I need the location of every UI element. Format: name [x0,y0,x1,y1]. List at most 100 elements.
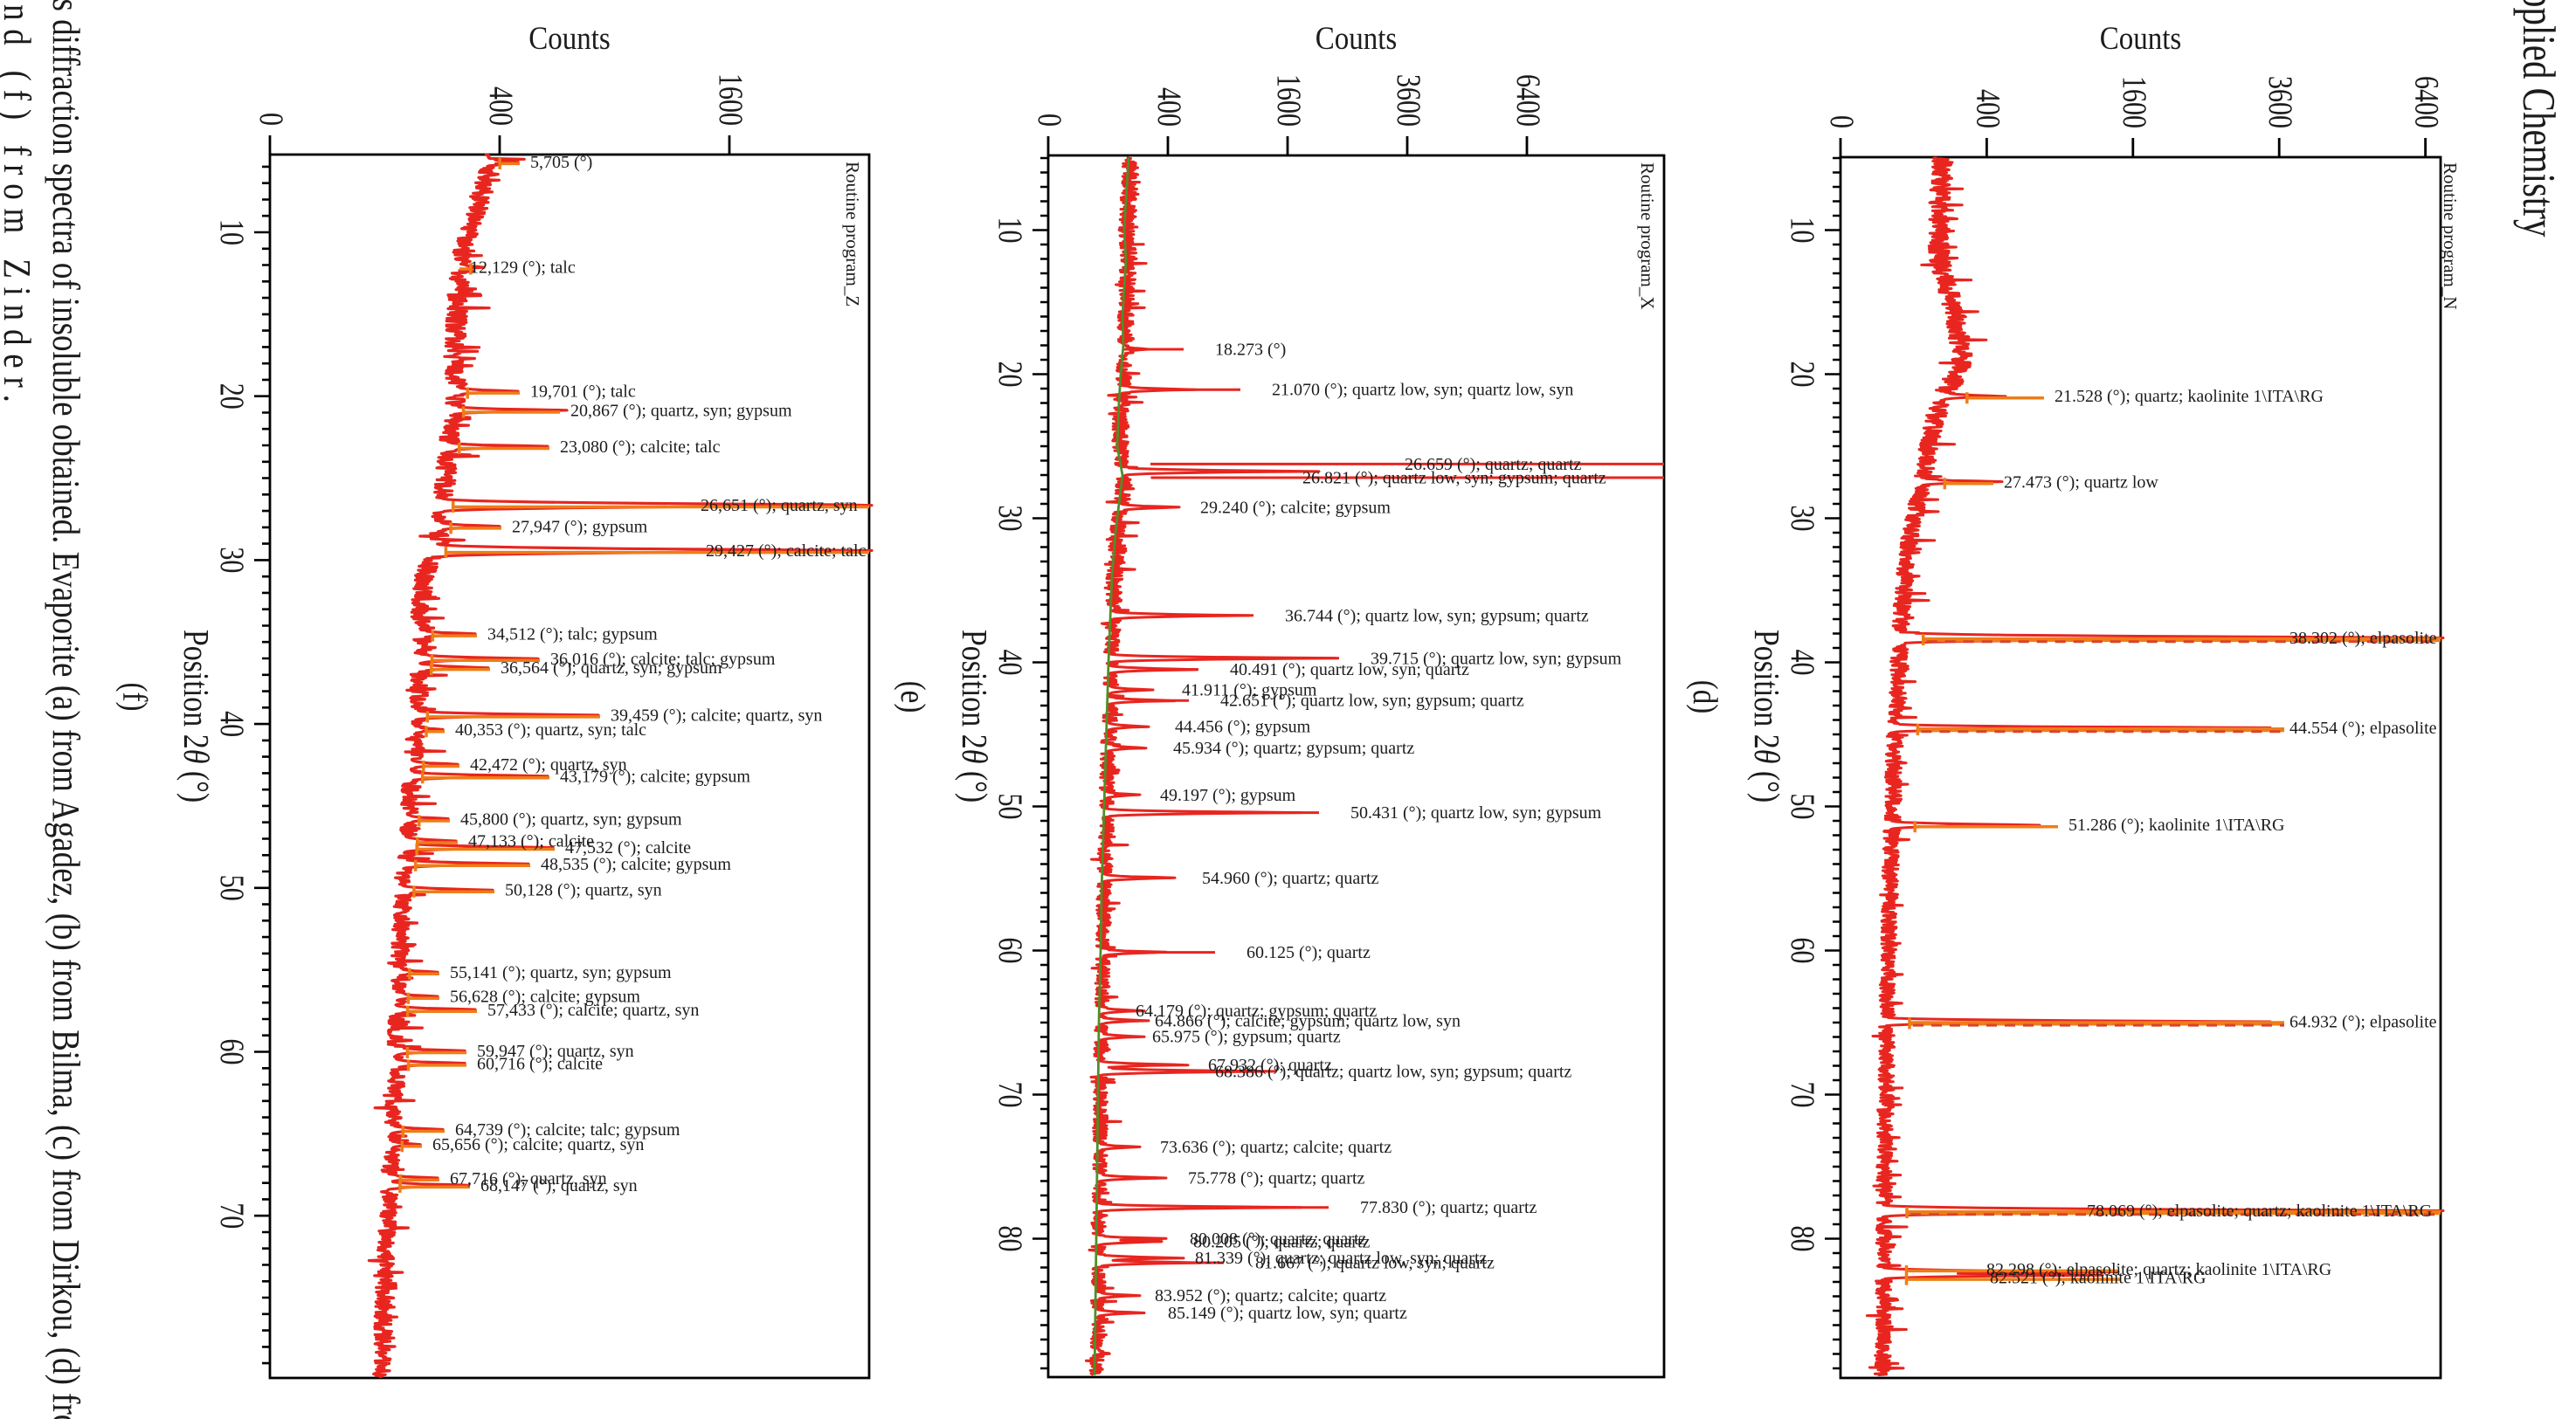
svg-text:73.636 (°); quartz; calcite; q: 73.636 (°); quartz; calcite; quartz [1160,1138,1392,1157]
svg-text:78.069 (°); elpasolite; quartz: 78.069 (°); elpasolite; quartz; kaolinit… [2087,1202,2432,1221]
svg-text:82.298 (°); elpasolite; quartz: 82.298 (°); elpasolite; quartz; kaolinit… [1986,1260,2331,1279]
svg-text:20: 20 [1784,362,1822,388]
svg-text:45.934 (°); quartz; gypsum; qu: 45.934 (°); quartz; gypsum; quartz [1173,739,1414,758]
svg-text:400: 400 [482,86,521,126]
svg-text:80: 80 [1784,1226,1822,1252]
svg-text:50: 50 [991,794,1030,820]
svg-text:65,656 (°); calcite; quartz, s: 65,656 (°); calcite; quartz, syn [432,1135,644,1154]
svg-text:50: 50 [1784,794,1822,820]
svg-text:30: 30 [213,547,252,573]
svg-text:82.521 (°); kaolinite 1\ITA\RG: 82.521 (°); kaolinite 1\ITA\RG [1990,1269,2206,1288]
svg-text:27.473 (°); quartz low: 27.473 (°); quartz low [2004,472,2158,492]
svg-text:36.744 (°); quartz low, syn; g: 36.744 (°); quartz low, syn; gypsum; qua… [1285,606,1589,625]
svg-text:51.286 (°); kaolinite 1\ITA\RG: 51.286 (°); kaolinite 1\ITA\RG [2068,816,2284,835]
svg-text:1600: 1600 [712,73,750,126]
svg-text:81.667 (°); quartz low, syn; q: 81.667 (°); quartz low, syn; quartz [1255,1254,1495,1273]
svg-text:0: 0 [1823,115,1861,128]
svg-text:20: 20 [213,383,252,410]
svg-text:57,433 (°); calcite; quartz, s: 57,433 (°); calcite; quartz, syn [487,1001,699,1020]
svg-text:67.932 (°); quartz: 67.932 (°); quartz [1208,1056,1332,1075]
svg-text:36,564 (°); quartz, syn; gypsu: 36,564 (°); quartz, syn; gypsum [501,658,722,678]
svg-text:12,129 (°); talc: 12,129 (°); talc [470,258,576,278]
svg-text:40: 40 [1784,650,1822,676]
svg-text:6400: 6400 [2408,76,2447,128]
svg-text:48,535 (°); calcite; gypsum: 48,535 (°); calcite; gypsum [541,855,731,874]
svg-text:64,739 (°); calcite; talc; gyp: 64,739 (°); calcite; talc; gypsum [455,1120,680,1140]
svg-text:Counts: Counts [528,20,610,56]
svg-text:47,133 (°); calcite: 47,133 (°); calcite [468,832,594,851]
svg-text:Counts: Counts [1316,20,1397,56]
svg-text:70: 70 [213,1202,252,1229]
svg-text:60,716 (°); calcite: 60,716 (°); calcite [477,1054,603,1073]
svg-text:3600: 3600 [2262,76,2300,128]
svg-text:44.554 (°); elpasolite: 44.554 (°); elpasolite [2289,719,2437,738]
svg-text:400: 400 [1150,87,1189,127]
svg-text:30: 30 [991,506,1030,532]
svg-text:70: 70 [1784,1082,1822,1108]
svg-text:18.273 (°): 18.273 (°) [1215,341,1286,360]
svg-text:55,141 (°); quartz, syn; gypsu: 55,141 (°); quartz, syn; gypsum [450,963,672,982]
svg-text:68.386 (°); quartz; quartz low: 68.386 (°); quartz; quartz low, syn; gyp… [1215,1062,1571,1081]
svg-text:70: 70 [991,1082,1030,1108]
svg-text:81.339 (°); quartz; quartz low: 81.339 (°); quartz; quartz low, syn; qua… [1195,1249,1488,1268]
svg-text:39,459 (°); calcite; quartz, s: 39,459 (°); calcite; quartz, syn [611,706,822,725]
svg-text:64.866 (°); calcite; gypsum; q: 64.866 (°); calcite; gypsum; quartz low,… [1155,1011,1461,1030]
svg-text:10: 10 [213,219,252,245]
svg-text:Routine program_X: Routine program_X [1637,162,1658,310]
svg-text:44.456 (°); gypsum: 44.456 (°); gypsum [1175,718,1311,737]
svg-text:56,628 (°); calcite; gypsum: 56,628 (°); calcite; gypsum [450,988,640,1007]
svg-text:42,472 (°); quartz, syn: 42,472 (°); quartz, syn [470,755,627,775]
svg-text:40,353 (°); quartz, syn; talc: 40,353 (°); quartz, syn; talc [455,720,646,740]
svg-text:60: 60 [213,1039,252,1065]
svg-text:3600: 3600 [1390,74,1428,127]
svg-text:26,651 (°); quartz, syn: 26,651 (°); quartz, syn [701,496,858,515]
svg-text:43,179 (°); calcite; gypsum: 43,179 (°); calcite; gypsum [560,767,750,786]
svg-text:80.008 (°); quartz; quartz: 80.008 (°); quartz; quartz [1190,1230,1366,1249]
svg-text:59,947 (°); quartz, syn: 59,947 (°); quartz, syn [477,1042,634,1061]
svg-text:64.932 (°); elpasolite: 64.932 (°); elpasolite [2289,1012,2437,1031]
svg-text:30: 30 [1784,506,1822,532]
svg-text:39.715 (°); quartz low, syn; g: 39.715 (°); quartz low, syn; gypsum [1371,649,1622,668]
svg-text:6400: 6400 [1509,74,1548,127]
svg-text:20: 20 [991,362,1030,388]
svg-text:68,147 (°); quartz, syn: 68,147 (°); quartz, syn [480,1176,638,1195]
svg-text:Position 2θ (°): Position 2θ (°) [176,630,216,802]
svg-text:10: 10 [991,217,1030,244]
svg-text:0: 0 [252,113,291,126]
svg-text:400: 400 [1969,89,2007,128]
svg-text:(f): (f) [115,683,155,712]
svg-text:Routine program_N: Routine program_N [2440,162,2461,310]
svg-text:29.240 (°); calcite; gypsum: 29.240 (°); calcite; gypsum [1200,499,1391,518]
svg-text:42.651 (°); quartz low, syn; g: 42.651 (°); quartz low, syn; gypsum; qua… [1220,692,1524,711]
svg-text:49.197 (°); gypsum: 49.197 (°); gypsum [1160,786,1296,805]
svg-text:34,512 (°); talc; gypsum: 34,512 (°); talc; gypsum [487,625,658,644]
svg-text:54.960 (°); quartz; quartz: 54.960 (°); quartz; quartz [1202,869,1378,888]
svg-text:80.205 (°); quartz; quartz: 80.205 (°); quartz; quartz [1193,1232,1370,1251]
svg-text:40: 40 [991,650,1030,676]
svg-text:45,800 (°); quartz, syn; gypsu: 45,800 (°); quartz, syn; gypsum [460,810,682,830]
svg-text:50,128 (°); quartz, syn: 50,128 (°); quartz, syn [505,881,662,900]
svg-text:80: 80 [991,1226,1030,1252]
svg-text:Position 2θ (°): Position 2θ (°) [954,630,994,802]
svg-text:0: 0 [1031,114,1069,127]
svg-text:38.302 (°); elpasolite: 38.302 (°); elpasolite [2289,629,2437,648]
svg-text:65.975 (°); gypsum; quartz: 65.975 (°); gypsum; quartz [1152,1028,1341,1047]
svg-text:36,016 (°); calcite; talc; gyp: 36,016 (°); calcite; talc; gypsum [550,650,776,669]
svg-text:83.952 (°); quartz; calcite; q: 83.952 (°); quartz; calcite; quartz [1155,1286,1386,1305]
svg-text:Counts: Counts [2100,20,2181,56]
svg-text:67,716 (°); quartz, syn: 67,716 (°); quartz, syn [450,1169,607,1188]
svg-text:26.659 (°); quartz; quartz: 26.659 (°); quartz; quartz [1405,455,1581,474]
svg-text:64.179 (°); quartz; gypsum; qu: 64.179 (°); quartz; gypsum; quartz [1136,1002,1377,1021]
svg-text:85.149 (°); quartz low, syn; q: 85.149 (°); quartz low, syn; quartz [1168,1304,1407,1323]
svg-text:(e): (e) [894,681,933,713]
svg-text:60: 60 [991,938,1030,964]
svg-text:19,701 (°); talc: 19,701 (°); talc [530,382,636,402]
svg-text:Position 2θ (°): Position 2θ (°) [1746,630,1786,802]
svg-text:1600: 1600 [1270,74,1309,127]
svg-text:10: 10 [1784,217,1822,244]
svg-text:(d): (d) [1686,680,1725,713]
svg-text:60: 60 [1784,938,1822,964]
svg-text:21.070 (°); quartz low, syn; q: 21.070 (°); quartz low, syn; quartz low,… [1272,381,1573,400]
svg-text:5,705 (°): 5,705 (°) [530,153,592,172]
svg-text:40: 40 [213,711,252,737]
